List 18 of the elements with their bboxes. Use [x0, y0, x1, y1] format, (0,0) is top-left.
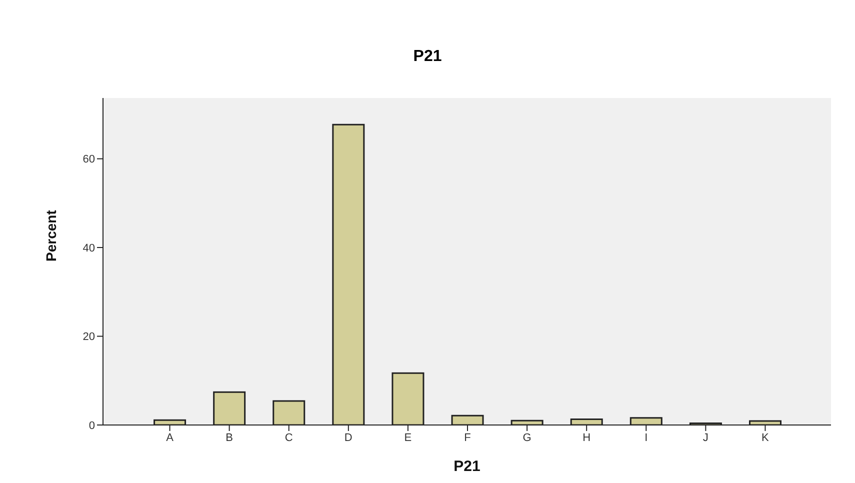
chart-title: P21	[412, 48, 443, 66]
x-axis-title: P21	[454, 458, 480, 475]
x-tick-label: I	[644, 432, 648, 444]
x-tick-label: C	[284, 432, 293, 444]
y-tick-label: 40	[82, 242, 95, 254]
x-tick-label: A	[166, 432, 174, 444]
x-tick-label: D	[344, 432, 352, 444]
x-tick-label: H	[582, 432, 591, 444]
y-tick-label: 0	[88, 420, 95, 432]
y-axis-title: Percent	[42, 210, 59, 262]
x-tick-label: J	[702, 432, 708, 444]
x-tick-label: F	[464, 432, 472, 444]
x-tick-label: B	[226, 432, 233, 444]
y-tick-label: 60	[82, 154, 95, 166]
x-tick-label: E	[404, 432, 412, 444]
x-tick-label: G	[522, 432, 532, 444]
x-tick-label: K	[762, 432, 770, 444]
y-tick-label: 20	[82, 331, 95, 344]
